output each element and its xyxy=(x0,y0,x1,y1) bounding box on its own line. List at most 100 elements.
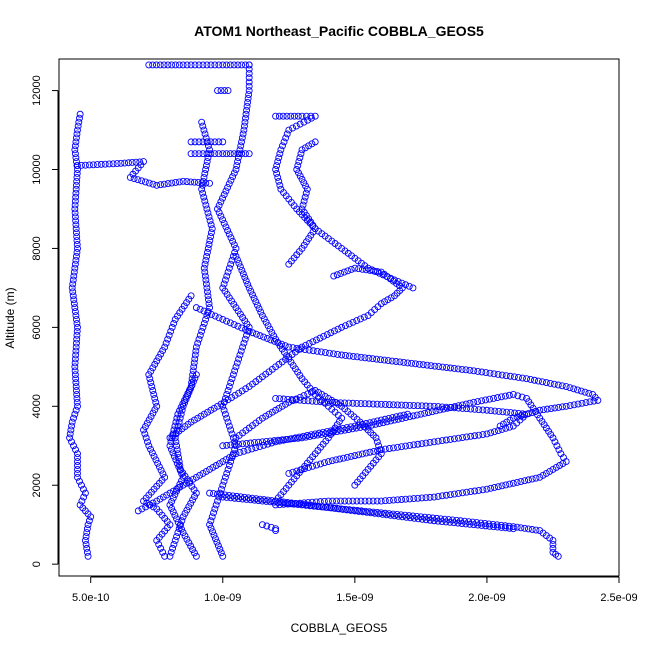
data-point xyxy=(543,405,551,413)
data-point xyxy=(317,348,325,356)
data-point xyxy=(447,403,455,411)
data-point xyxy=(215,61,223,69)
data-point xyxy=(357,353,365,361)
data-point xyxy=(164,335,172,343)
data-point xyxy=(287,112,295,120)
data-point xyxy=(494,394,501,402)
data-point xyxy=(205,241,213,248)
data-point xyxy=(361,354,369,362)
data-point xyxy=(450,490,458,498)
data-point xyxy=(236,146,244,154)
data-point xyxy=(394,415,402,423)
data-point xyxy=(549,537,557,544)
data-point xyxy=(466,366,474,374)
data-point xyxy=(181,472,189,480)
data-point xyxy=(466,520,474,528)
data-point xyxy=(549,465,557,473)
x-axis: 5.0e-10 1.0e-09 1.5e-09 2.0e-09 2.5e-09 xyxy=(72,576,638,604)
data-point xyxy=(479,431,487,438)
data-point xyxy=(201,130,209,138)
data-point xyxy=(234,150,242,158)
data-point xyxy=(180,302,188,310)
data-point xyxy=(330,272,338,280)
data-point xyxy=(345,399,353,407)
data-point xyxy=(510,373,518,381)
data-point xyxy=(203,288,211,296)
data-point xyxy=(562,402,570,410)
data-point xyxy=(455,489,462,497)
data-point xyxy=(73,173,81,181)
data-point xyxy=(217,87,225,95)
data-point xyxy=(377,300,385,308)
data-point xyxy=(308,114,315,122)
data-point xyxy=(229,434,237,442)
data-point xyxy=(385,445,393,452)
data-point xyxy=(304,116,312,124)
data-point xyxy=(333,428,341,436)
data-point xyxy=(276,498,284,505)
chart-title: ATOM1 Northeast_Pacific COBBLA_GEOS5 xyxy=(194,23,484,39)
data-point xyxy=(220,406,228,414)
data-point xyxy=(341,322,349,330)
data-point xyxy=(198,181,206,189)
data-point xyxy=(398,443,406,451)
data-point xyxy=(369,400,377,408)
data-point xyxy=(245,74,253,82)
data-point xyxy=(174,518,182,526)
y-tick-label: 2000 xyxy=(31,473,43,497)
data-point xyxy=(189,378,197,386)
data-point xyxy=(173,442,181,450)
data-point xyxy=(279,112,287,120)
data-point xyxy=(313,347,321,355)
data-point xyxy=(222,456,230,464)
data-point xyxy=(169,494,177,502)
data-point xyxy=(202,276,210,284)
data-point xyxy=(186,479,194,487)
data-point xyxy=(553,442,561,450)
data-point xyxy=(155,540,163,548)
data-point xyxy=(83,548,91,556)
data-point xyxy=(256,332,264,340)
data-point xyxy=(156,61,164,69)
data-point xyxy=(157,181,164,189)
data-point xyxy=(243,102,251,110)
data-point xyxy=(353,353,361,361)
data-point xyxy=(183,506,191,514)
data-point xyxy=(375,269,383,277)
data-point xyxy=(232,244,240,252)
data-point xyxy=(196,305,204,313)
data-point xyxy=(345,497,353,505)
data-point xyxy=(178,305,186,313)
y-tick-label: 12000 xyxy=(31,75,43,106)
data-point xyxy=(207,138,215,146)
data-point xyxy=(422,516,430,524)
data-point xyxy=(73,398,81,406)
data-point xyxy=(384,357,392,365)
data-point xyxy=(221,398,228,406)
data-point xyxy=(294,162,302,170)
data-point xyxy=(252,298,260,306)
data-point xyxy=(466,399,474,407)
data-point xyxy=(189,496,197,504)
data-point xyxy=(183,476,191,484)
data-point xyxy=(585,389,593,397)
data-point xyxy=(321,459,328,467)
data-point xyxy=(300,197,308,205)
data-point xyxy=(324,458,332,465)
data-point xyxy=(324,497,332,505)
data-point xyxy=(232,252,240,260)
data-point xyxy=(204,292,212,300)
data-point xyxy=(455,434,462,442)
data-point xyxy=(260,496,268,504)
data-point xyxy=(379,271,387,279)
data-point xyxy=(83,544,91,552)
data-point xyxy=(566,402,574,410)
data-point xyxy=(210,531,218,539)
data-point xyxy=(204,244,212,252)
data-point xyxy=(72,158,80,166)
data-point xyxy=(351,481,359,489)
data-point xyxy=(300,118,308,126)
data-point xyxy=(245,91,253,98)
data-point xyxy=(68,438,76,446)
data-point xyxy=(240,447,248,455)
